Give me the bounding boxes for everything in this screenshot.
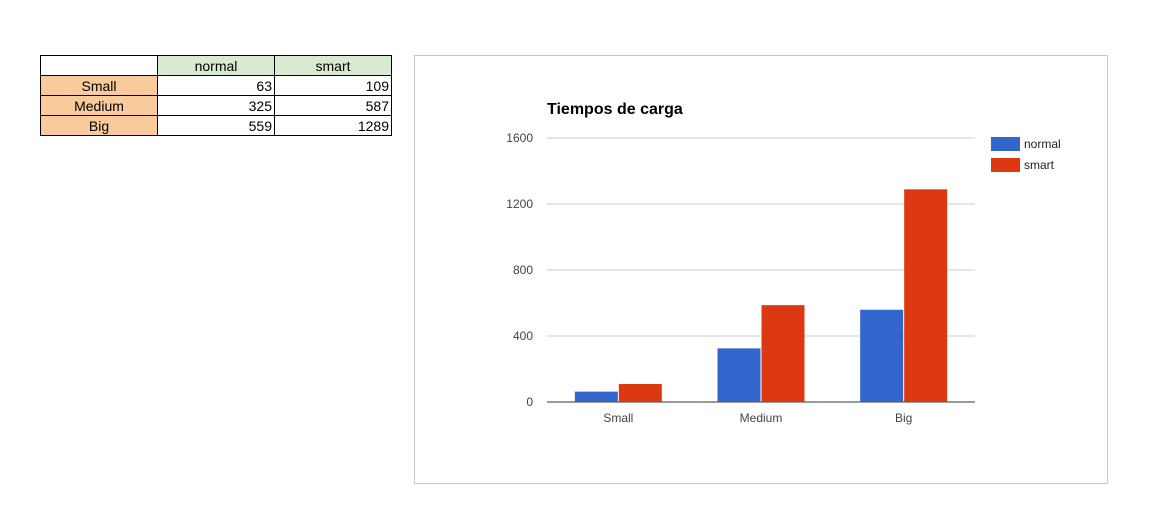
x-tick-label: Medium (740, 411, 783, 425)
gridlines (547, 137, 975, 403)
x-tick-label: Big (895, 411, 912, 425)
y-tick-label: 0 (526, 395, 533, 409)
table-row: Small 63 109 (40, 75, 392, 96)
x-tick-label: Small (603, 411, 633, 425)
table-cell[interactable]: 63 (157, 75, 275, 96)
row-header-medium[interactable]: Medium (40, 95, 158, 116)
data-table: normal smart Small 63 109 Medium 325 587… (40, 55, 392, 136)
y-tick-label: 1600 (506, 131, 533, 145)
legend-swatch-smart (991, 158, 1020, 172)
y-tick-label: 1200 (506, 197, 533, 211)
bar-smart-small (618, 384, 662, 402)
legend: normal smart (991, 137, 1061, 172)
table-cell[interactable]: 559 (157, 115, 275, 136)
chart-panel[interactable]: Tiempos de carga 0 400 800 1200 1600 Small Me… (414, 55, 1108, 484)
table-row: Medium 325 587 (40, 95, 392, 116)
row-header-small[interactable]: Small (40, 75, 158, 96)
legend-swatch-normal (991, 137, 1020, 151)
bar-smart-medium (761, 305, 805, 402)
y-tick-label: 800 (513, 263, 533, 277)
column-header-normal[interactable]: normal (157, 55, 275, 76)
legend-label-smart: smart (1024, 158, 1055, 172)
table-cell[interactable]: 325 (157, 95, 275, 116)
chart-title: Tiempos de carga (547, 101, 683, 118)
y-tick-label: 400 (513, 329, 533, 343)
bar-normal-medium (717, 348, 761, 402)
table-row: Big 559 1289 (40, 115, 392, 136)
table-cell[interactable]: 1289 (274, 115, 392, 136)
bar-chart: Tiempos de carga 0 400 800 1200 1600 Small Me… (506, 101, 1061, 425)
y-axis-ticks: 0 400 800 1200 1600 (506, 131, 533, 409)
table-cell[interactable]: 109 (274, 75, 392, 96)
bar-normal-small (574, 391, 618, 402)
table-corner-cell[interactable] (40, 55, 158, 76)
bar-smart-big (904, 189, 948, 402)
column-header-smart[interactable]: smart (274, 55, 392, 76)
row-header-big[interactable]: Big (40, 115, 158, 136)
bars (574, 189, 948, 402)
bar-normal-big (860, 309, 904, 402)
x-axis-ticks: Small Medium Big (603, 411, 912, 425)
table-header-row: normal smart (40, 55, 392, 76)
legend-label-normal: normal (1024, 137, 1061, 151)
table-cell[interactable]: 587 (274, 95, 392, 116)
